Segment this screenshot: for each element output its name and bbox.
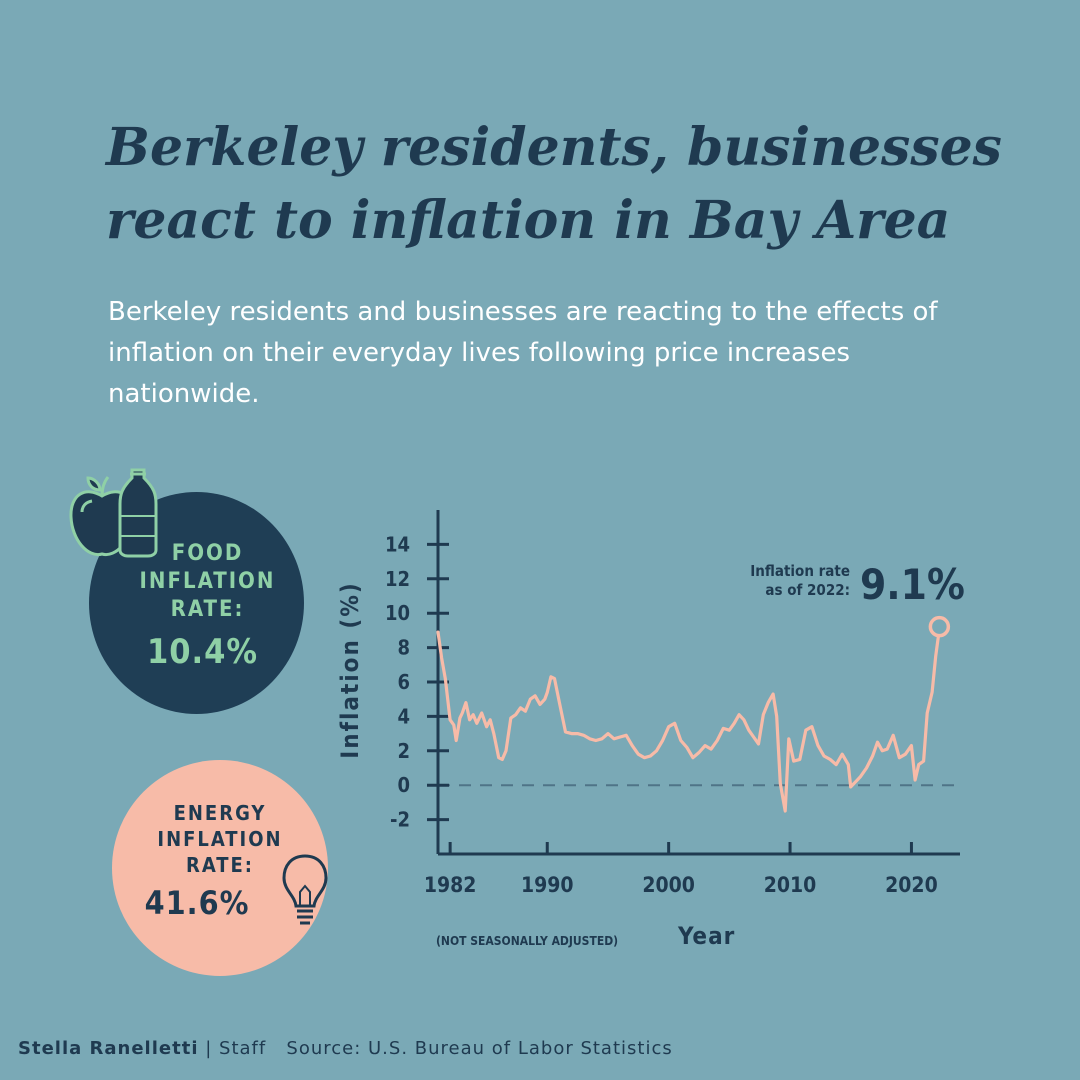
y-tick-label: 14 (385, 532, 410, 556)
food-inflation-circle: FOOD INFLATION RATE: 10.4% (89, 492, 304, 714)
not-seasonally-adjusted-note: (NOT SEASONALLY ADJUSTED) (436, 934, 618, 948)
latest-value-marker (928, 615, 951, 638)
x-tick-label: 2020 (885, 873, 938, 897)
y-tick-label: 4 (397, 704, 410, 728)
footer-source: Source: U.S. Bureau of Labor Statistics (286, 1038, 673, 1059)
x-axis-label: Year (677, 922, 735, 950)
food-inflation-value: 10.4% (146, 632, 259, 672)
inflation-line-chart: Inflation (%) -2 0 2 4 6 8 10 12 14 1982 1990 2000 2… (336, 510, 965, 950)
footer-author: Stella Ranelletti (18, 1038, 199, 1059)
food-label-line-2: INFLATION (139, 569, 276, 594)
lightbulb-icon (282, 854, 328, 925)
y-tick-label: 6 (397, 670, 410, 694)
subhead: Berkeley residents and businesses are re… (108, 297, 938, 409)
inflation-series-line (436, 627, 941, 813)
annotation-value: 9.1% (860, 560, 965, 609)
y-axis-label: Inflation (%) (336, 581, 364, 759)
energy-label-line-3: RATE: (186, 853, 254, 877)
y-tick-label: 2 (397, 739, 410, 763)
y-tick-label: -2 (390, 808, 410, 832)
x-tick-label: 2000 (642, 873, 695, 897)
annotation-line-1: Inflation rate (750, 562, 850, 580)
annotation-line-2: as of 2022: (765, 581, 850, 599)
y-tick-label: 8 (397, 636, 410, 660)
chart-ticks: -2 0 2 4 6 8 10 12 14 1982 1990 2000 2010 2020 (385, 532, 938, 897)
food-inflation-label: FOOD INFLATION RATE: (89, 540, 304, 624)
energy-label-line-2: INFLATION (157, 827, 283, 851)
energy-inflation-value: 41.6% (144, 884, 250, 922)
footer-credits: Stella Ranelletti | Staff Source: U.S. B… (18, 1038, 673, 1059)
energy-inflation-label: ENERGY INFLATION RATE: (112, 800, 328, 878)
x-tick-label: 1990 (521, 873, 574, 897)
bottle-icon (118, 468, 158, 558)
x-tick-label: 2010 (764, 873, 817, 897)
food-label-line-1: FOOD (171, 541, 244, 566)
footer-role: | Staff (205, 1038, 267, 1059)
energy-label-line-1: ENERGY (173, 801, 267, 825)
food-label-line-3: RATE: (170, 597, 245, 622)
y-tick-label: 12 (385, 567, 410, 591)
headline: Berkeley residents, businesses react to … (106, 117, 1002, 251)
x-tick-label: 1982 (424, 873, 477, 897)
y-tick-label: 0 (397, 773, 410, 797)
y-tick-label: 10 (385, 601, 410, 625)
